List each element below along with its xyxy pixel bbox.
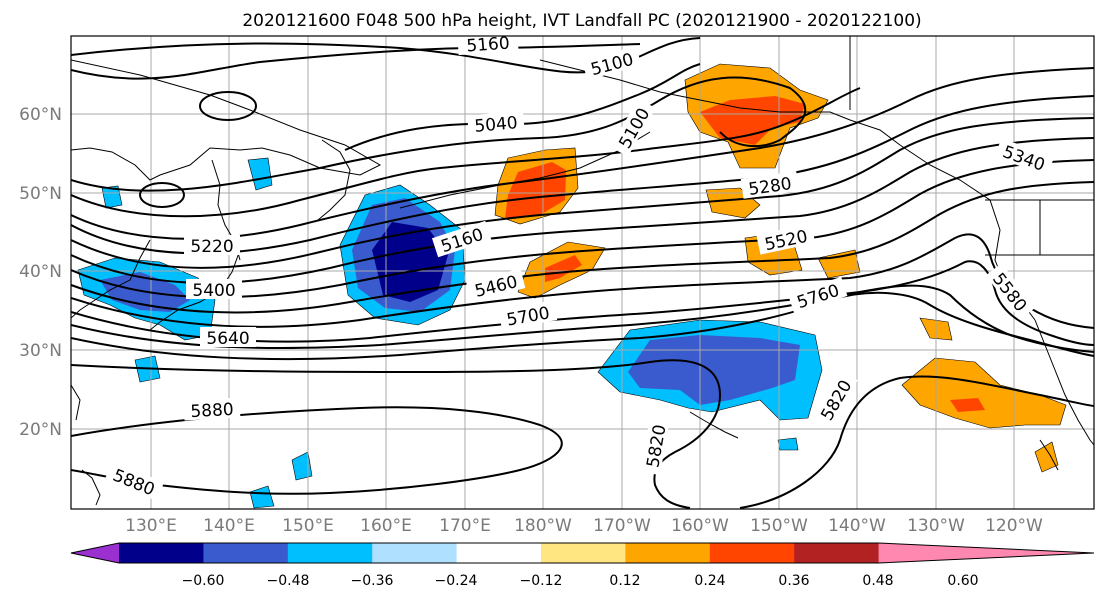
contour-label: 5220: [190, 241, 233, 261]
contour-5280: [71, 95, 1094, 255]
colorbar-segment: [625, 543, 711, 563]
contour-5760: [71, 291, 1094, 361]
contour-5400: [71, 137, 1094, 285]
colorbar-tick: −0.12: [520, 573, 563, 589]
contour-label: 5220: [190, 237, 233, 257]
contour-5640: [71, 260, 1094, 346]
ivt-region-dateline-inner: [505, 162, 566, 218]
lat-tick: 20°N: [19, 420, 62, 440]
colorbar-segment: [203, 543, 289, 563]
lon-tick: 150°E: [282, 516, 334, 536]
lat-tick: 50°N: [19, 184, 62, 204]
colorbar-segment: [878, 543, 1094, 563]
colorbar-segments: [71, 543, 1094, 563]
contour-label: 5640: [206, 329, 249, 349]
colorbar-segment: [541, 543, 626, 563]
contour-label: 5400: [192, 281, 235, 301]
colorbar-segment: [372, 543, 458, 563]
contour-5040: [344, 63, 701, 151]
ivt-region-subtropic-inner: [628, 335, 800, 405]
ivt-region-small-e: [249, 485, 275, 509]
ivt-region-small-b: [101, 185, 123, 209]
contour-5460: [71, 159, 1094, 299]
colorbar-tick: 0.60: [947, 573, 978, 589]
ivt-region-small-f: [777, 437, 799, 451]
colorbar-segment: [709, 543, 795, 563]
ivt-region-central-inner: [545, 255, 582, 282]
longitude-labels: 130°E 140°E 150°E 160°E 170°E 180°W 170°…: [125, 516, 1043, 536]
lon-tick: 180°W: [514, 516, 572, 536]
latitude-labels: 60°N 50°N 40°N 30°N 20°N: [19, 105, 62, 440]
map-frame: [70, 35, 1095, 510]
lat-tick: 40°N: [19, 262, 62, 282]
ivt-region-california-inner: [950, 398, 985, 412]
ivt-region-small-d: [291, 451, 313, 481]
coastline-japan: [149, 249, 241, 331]
coastline-hawaii: [689, 411, 739, 439]
contour-5160: [71, 43, 641, 80]
figure-title: 2020121600 F048 500 hPa height, IVT Land…: [242, 11, 921, 31]
colorbar-tick: 0.36: [778, 573, 809, 589]
lon-tick: 140°E: [203, 516, 255, 536]
contour-label: 5040: [474, 113, 519, 137]
lon-tick: 130°E: [125, 516, 177, 536]
coastline-asia: [71, 59, 382, 181]
coastline-kamchatka: [317, 139, 351, 221]
lon-tick: 120°W: [985, 516, 1043, 536]
lon-tick: 130°W: [907, 516, 965, 536]
colorbar: −0.60 −0.48 −0.36 −0.24 −0.12 0.12 0.24 …: [70, 542, 1095, 589]
contour-label: 5160: [466, 34, 511, 57]
colorbar-tick: 0.12: [609, 573, 640, 589]
colorbar-segment: [71, 543, 119, 563]
colorbar-segment: [119, 543, 204, 563]
contour-5520: [71, 181, 1094, 314]
lon-tick: 170°W: [593, 516, 651, 536]
colorbar-tick: 0.24: [694, 573, 725, 589]
colorbar-tick: −0.48: [267, 573, 310, 589]
colorbar-tick: 0.48: [862, 573, 893, 589]
lon-tick: 160°W: [671, 516, 729, 536]
lon-tick: 140°W: [828, 516, 886, 536]
contour-label: 5880: [190, 400, 234, 422]
colorbar-segment: [794, 543, 880, 563]
coastline-korea-china: [71, 239, 151, 319]
coastline-canada-border: [849, 36, 1094, 256]
ivt-region-midpacific-core: [372, 222, 448, 302]
contour-5880: [71, 406, 563, 495]
lat-tick: 60°N: [19, 105, 62, 125]
map-panel: 5160 5220 5100 5040 5100 5160 5220 5280 …: [70, 34, 1095, 510]
coastline-alaska: [539, 59, 1036, 321]
contour-5340: [71, 117, 1094, 269]
contour-5700: [71, 284, 1094, 353]
contour-closed-high-a: [199, 91, 257, 121]
lon-tick: 150°W: [750, 516, 808, 536]
colorbar-tick: −0.24: [435, 573, 478, 589]
ivt-region-mexico: [1034, 441, 1059, 473]
ivt-region-california-outer: [901, 357, 1067, 429]
coastline-philippines: [71, 384, 101, 506]
contour-5820-east: [739, 375, 1094, 509]
coastline-mexico: [1039, 439, 1059, 471]
colorbar-tick: −0.36: [351, 573, 394, 589]
contour-5220: [71, 67, 1094, 240]
contour-5100: [71, 76, 807, 192]
colorbar-ticks: −0.60 −0.48 −0.36 −0.24 −0.12 0.12 0.24 …: [182, 573, 979, 589]
colorbar-segment: [287, 543, 373, 563]
colorbar-frame: [70, 542, 1095, 564]
contour-5160b: [71, 87, 861, 218]
lon-tick: 160°E: [360, 516, 412, 536]
lat-tick: 30°N: [19, 341, 62, 361]
colorbar-tick: −0.60: [182, 573, 225, 589]
contour-closed-high-b: [139, 182, 185, 208]
lon-tick: 170°E: [439, 516, 491, 536]
colorbar-segment: [456, 543, 542, 563]
